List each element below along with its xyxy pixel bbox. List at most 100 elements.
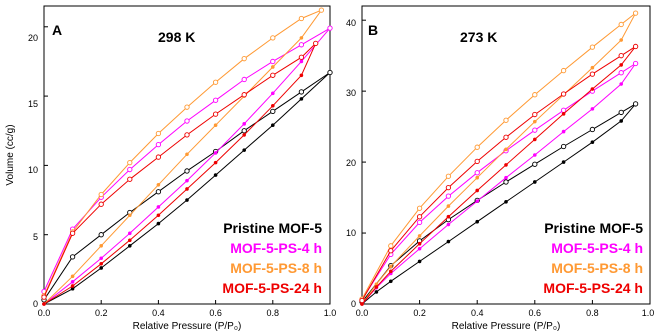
panel-a-desorption-point bbox=[98, 201, 104, 207]
panel-a-ytick-label: 20 bbox=[28, 33, 38, 43]
panel-a-xtick-label: 1.0 bbox=[324, 308, 337, 318]
panel-b-adsorption-point bbox=[533, 180, 537, 184]
panel-b-adsorption-point bbox=[475, 188, 480, 193]
panel-a-series-mof-5-ps-8-h bbox=[41, 7, 325, 306]
panel-a-desorption-point bbox=[98, 232, 104, 238]
panel-a-desorption-point bbox=[241, 92, 247, 98]
panel-a-adsorption-point bbox=[213, 123, 218, 127]
panel-a-adsorption-point bbox=[185, 198, 189, 202]
panel-b-adsorption-point bbox=[619, 38, 623, 42]
panel-b-adsorption-point bbox=[533, 119, 537, 124]
panel-a-adsorption-point bbox=[128, 238, 132, 243]
panel-b-adsorption-point bbox=[374, 290, 379, 294]
panel-b-adsorption-point bbox=[389, 264, 393, 269]
panel-b-letter: B bbox=[368, 22, 378, 38]
panel-b-adsorption-point bbox=[446, 204, 451, 208]
panel-b-adsorption-point bbox=[417, 234, 422, 238]
panel-b-adsorption-point bbox=[504, 175, 508, 180]
panel-a-adsorption-point bbox=[185, 178, 189, 183]
panel-a-adsorption-point bbox=[299, 59, 304, 64]
panel-b-adsorption-point bbox=[417, 259, 422, 264]
panel-b-adsorption-line bbox=[361, 12, 637, 305]
panel-a-adsorption-point bbox=[99, 266, 103, 270]
panel-b-adsorption-point bbox=[533, 153, 537, 157]
panel-a-adsorption-point bbox=[299, 36, 304, 40]
panel-b-xtick-label: 0.8 bbox=[586, 308, 599, 318]
panel-a-adsorption-point bbox=[156, 205, 161, 209]
panel-b-desorption-point bbox=[445, 193, 452, 199]
panel-b-adsorption-point bbox=[374, 282, 379, 286]
panel-b-ytick-label: 10 bbox=[346, 228, 356, 238]
panel-b-adsorption-point bbox=[504, 163, 508, 167]
panel-a-desorption-point bbox=[270, 72, 276, 78]
panel-a-adsorption-point bbox=[271, 123, 275, 127]
panel-a-y-ticks: 0 5 10 15 20 bbox=[28, 33, 38, 309]
panel-b-desorption-point bbox=[388, 248, 394, 254]
panel-b-adsorption-point bbox=[475, 199, 480, 203]
panel-a-desorption-point bbox=[184, 118, 190, 124]
panel-a-desorption-point bbox=[184, 168, 190, 174]
panel-b-adsorption-point bbox=[619, 63, 623, 67]
panel-a-desorption-point bbox=[212, 111, 219, 117]
panel-a-desorption-point bbox=[241, 76, 247, 83]
panel-b-adsorption-point bbox=[417, 246, 422, 251]
panel-a-adsorption-point bbox=[128, 213, 132, 218]
panel-b-adsorption-point bbox=[446, 214, 451, 219]
panel-a-x-axis-label: Relative Pressure (P/P₀) bbox=[133, 321, 242, 332]
panel-b-desorption-point bbox=[474, 144, 480, 150]
panel-b-adsorption-point bbox=[561, 129, 566, 134]
panel-a-desorption-point bbox=[270, 35, 276, 41]
panel-b-series-pristine-mof-5 bbox=[359, 101, 639, 306]
panel-a-adsorption-point bbox=[156, 221, 161, 226]
panel-a-ytick-label: 10 bbox=[28, 165, 38, 175]
panel-b-desorption-point bbox=[503, 134, 509, 140]
panel-b-desorption-point bbox=[388, 243, 394, 249]
panel-a-legend: Pristine MOF-5 MOF-5-PS-4 h MOF-5-PS-8 h… bbox=[222, 220, 322, 296]
panel-a-series-pristine-mof-5 bbox=[41, 69, 333, 306]
panel-a-desorption-point bbox=[270, 108, 276, 114]
panel-a-desorption-point bbox=[155, 130, 162, 137]
panel-b-adsorption-point bbox=[590, 87, 595, 91]
panel-a-adsorption-point bbox=[299, 73, 304, 78]
panel-a-desorption-point bbox=[127, 159, 133, 166]
panel-a-temperature-label: 298 K bbox=[158, 29, 195, 45]
panel-a-adsorption-point bbox=[242, 122, 246, 126]
panel-b-desorption-point bbox=[560, 91, 567, 97]
panel-a-desorption-point bbox=[298, 15, 305, 22]
panel-b-xtick-label: 0.2 bbox=[413, 308, 426, 318]
panel-b-adsorption-point bbox=[590, 107, 595, 111]
panel-a-adsorption-point bbox=[271, 103, 275, 108]
panel-b-desorption-point bbox=[589, 44, 596, 50]
panel-a-desorption-point bbox=[41, 294, 47, 300]
panel-b-legend-item: MOF-5-PS-8 h bbox=[551, 260, 643, 276]
panel-b-desorption-point bbox=[632, 101, 639, 107]
panel-b-desorption-point bbox=[589, 126, 596, 133]
panel-a-adsorption-point bbox=[70, 274, 75, 279]
panel-a-desorption-point bbox=[327, 25, 333, 31]
panel-b-adsorption-point bbox=[533, 137, 537, 142]
panel-a-desorption-point bbox=[298, 89, 305, 95]
panel-a-adsorption-point bbox=[271, 65, 275, 69]
panel-b-adsorption-point bbox=[475, 175, 480, 180]
panel-b-desorption-point bbox=[503, 179, 509, 185]
panel-b-adsorption-point bbox=[561, 112, 566, 116]
panel-b-adsorption-point bbox=[417, 241, 422, 246]
panel-a-desorption-point bbox=[155, 154, 162, 160]
panel-a-legend-item: Pristine MOF-5 bbox=[223, 220, 322, 236]
panel-a-xtick-label: 0.6 bbox=[209, 308, 222, 318]
panel-a-desorption-point bbox=[155, 189, 162, 195]
panel-b-adsorption-point bbox=[619, 82, 623, 86]
panel-b-desorption-point bbox=[416, 214, 423, 220]
panel-a-series-mof-5-ps-4-h bbox=[41, 25, 333, 306]
panel-b-ytick-label: 40 bbox=[346, 18, 356, 28]
panel-b-desorption-point bbox=[618, 109, 624, 116]
panel-b-y-ticks: 0 10 20 30 40 bbox=[346, 18, 356, 309]
panel-b-adsorption-point bbox=[446, 222, 451, 227]
panel-a-legend-item: MOF-5-PS-4 h bbox=[230, 240, 322, 256]
panel-a-adsorption-point bbox=[185, 187, 189, 191]
panel-b-legend-item: MOF-5-PS-24 h bbox=[543, 280, 643, 296]
panel-b-xtick-label: 0.6 bbox=[529, 308, 542, 318]
panel-b-adsorption-line bbox=[361, 63, 637, 305]
panel-a-y-axis-label: Volume (cc/g) bbox=[5, 124, 16, 185]
